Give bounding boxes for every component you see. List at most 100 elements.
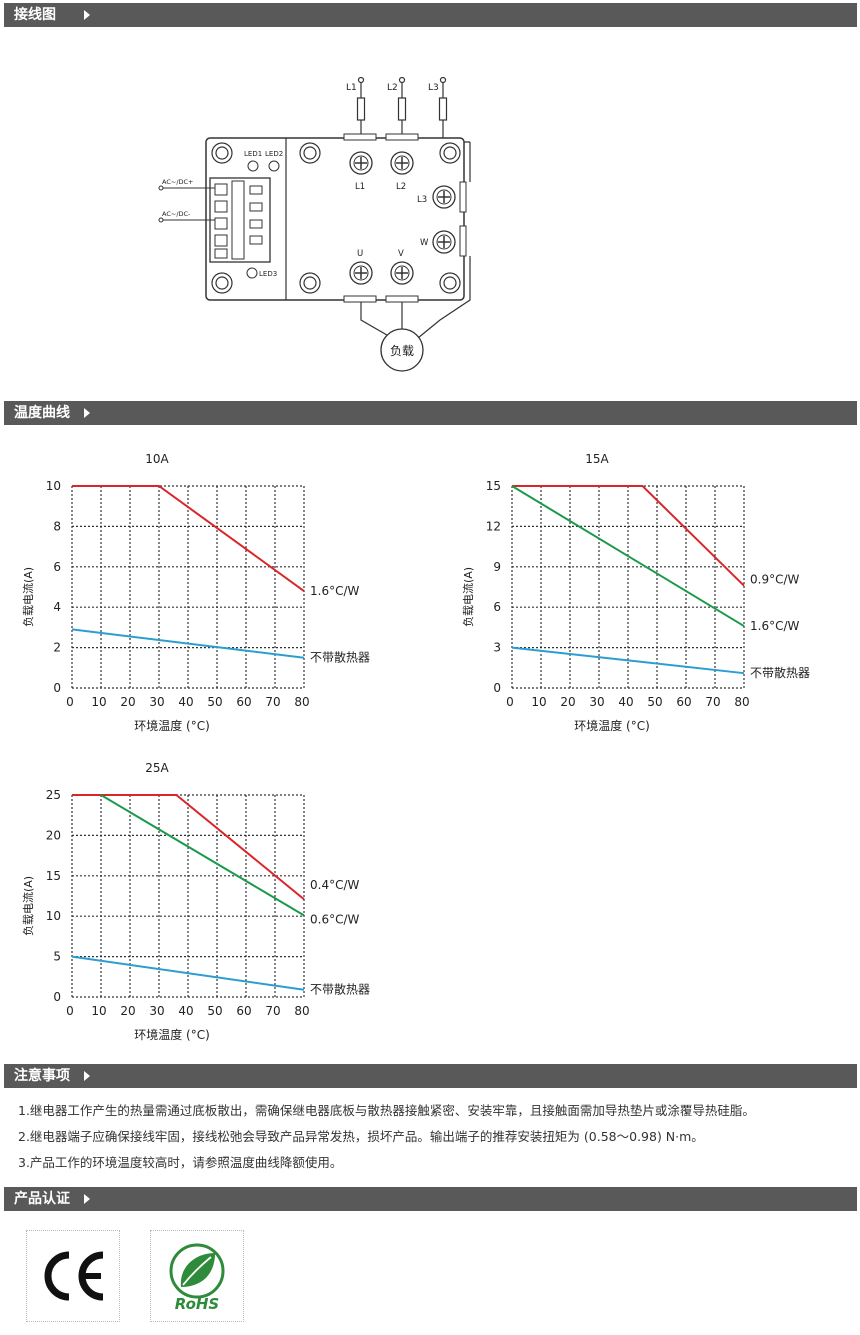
terminal-label-l3: L3 (417, 195, 427, 205)
input-label-l1: L1 (346, 83, 357, 93)
x-tick-label: 60 (236, 1004, 251, 1018)
y-tick-label: 0 (53, 990, 61, 1004)
x-tick-label: 10 (91, 695, 106, 709)
chevron-right-icon (84, 1071, 90, 1081)
x-tick-label: 70 (265, 1004, 280, 1018)
y-tick-label: 5 (53, 950, 61, 964)
ce-cert-badge (26, 1230, 120, 1322)
x-tick-label: 80 (734, 695, 749, 709)
fuse-icon (397, 97, 407, 121)
series-line (71, 955, 305, 991)
terminal-label-w: W (420, 238, 429, 248)
screw-terminal-icon (349, 151, 373, 175)
y-tick-label: 2 (53, 641, 61, 655)
x-axis-label: 环境温度 (°C) (574, 718, 650, 733)
x-tick-label: 60 (676, 695, 691, 709)
input-label-l3: L3 (428, 83, 439, 93)
section-header-certification: 产品认证 (4, 1187, 857, 1211)
screw-terminal-icon (349, 261, 373, 285)
section-header-wiring: 接线图 (4, 3, 857, 27)
rohs-cert-badge: RoHS (150, 1230, 244, 1322)
x-tick-label: 0 (506, 695, 514, 709)
x-tick-label: 70 (265, 695, 280, 709)
chart-title: 25A (145, 761, 169, 775)
y-tick-label: 15 (46, 869, 61, 883)
chart-title: 10A (145, 452, 169, 466)
terminal-label-u: U (357, 249, 363, 259)
y-tick-label: 9 (493, 560, 501, 574)
y-axis-label: 负载电流(A) (21, 567, 35, 627)
series-label: 1.6°C/W (750, 619, 800, 633)
y-tick-label: 25 (46, 788, 61, 802)
y-tick-label: 6 (493, 600, 501, 614)
x-tick-label: 80 (294, 1004, 309, 1018)
note-item: 1.继电器工作产生的热量需通过底板散出，需确保继电器底板与散热器接触紧密、安装牢… (18, 1103, 755, 1118)
x-tick-label: 50 (207, 1004, 222, 1018)
input-terminal-l3 (439, 76, 447, 84)
section-header-notes: 注意事项 (4, 1064, 857, 1088)
x-tick-label: 20 (120, 1004, 135, 1018)
y-tick-label: 8 (53, 519, 61, 533)
input-terminal-l2 (398, 76, 406, 84)
x-tick-label: 70 (705, 695, 720, 709)
ac-dc-minus-label: AC~/DC- (162, 210, 191, 218)
terminal-label-v: V (398, 249, 404, 259)
x-tick-label: 40 (178, 695, 193, 709)
input-label-l2: L2 (387, 83, 398, 93)
x-tick-label: 10 (91, 1004, 106, 1018)
wiring-diagram: L1 L2 L3 LED1 LED2 LED3 AC~/DC+ A (158, 76, 471, 372)
led1-label: LED1 (244, 150, 262, 158)
y-tick-label: 0 (53, 681, 61, 695)
x-tick-label: 30 (149, 695, 164, 709)
led2-label: LED2 (265, 150, 283, 158)
chevron-right-icon (84, 10, 90, 20)
x-tick-label: 0 (66, 695, 74, 709)
y-axis-label: 负载电流(A) (21, 876, 35, 936)
x-axis-label: 环境温度 (°C) (134, 718, 210, 733)
section-title: 产品认证 (14, 1191, 70, 1207)
x-tick-label: 0 (66, 1004, 74, 1018)
ac-dc-plus-label: AC~/DC+ (162, 178, 194, 186)
series-label: 0.6°C/W (310, 912, 360, 926)
x-axis-label: 环境温度 (°C) (134, 1027, 210, 1042)
section-title: 温度曲线 (14, 405, 70, 421)
chevron-right-icon (84, 408, 90, 418)
chevron-right-icon (84, 1194, 90, 1204)
terminal-label-l2: L2 (396, 182, 406, 192)
section-title: 接线图 (14, 7, 56, 23)
x-tick-label: 40 (178, 1004, 193, 1018)
note-item: 2.继电器端子应确保接线牢固，接线松弛会导致产品异常发热，损坏产品。输出端子的推… (18, 1129, 704, 1144)
x-tick-label: 50 (207, 695, 222, 709)
terminal-label-l1: L1 (355, 182, 365, 192)
led1-indicator (247, 160, 259, 172)
chart-15a: 0 10 20 30 40 50 60 70 80 0 3 6 9 12 15 15A 环境温度 (°C) 负载电… (461, 452, 810, 733)
series-label: 不带散热器 (310, 982, 370, 997)
fuse-icon (438, 97, 448, 121)
notes-list: 1.继电器工作产生的热量需通过底板散出，需确保继电器底板与散热器接触紧密、安装牢… (18, 1098, 755, 1176)
series-line (72, 485, 305, 592)
y-tick-label: 15 (486, 479, 501, 493)
rohs-leaf-icon: RoHS (169, 1243, 225, 1313)
chart-10a: 0 10 20 30 40 50 60 70 80 0 2 4 6 8 10 10A 环境温度 (°C) 负载电流… (21, 452, 370, 733)
x-tick-label: 60 (236, 695, 251, 709)
section-header-temperature: 温度曲线 (4, 401, 857, 425)
x-tick-label: 40 (618, 695, 633, 709)
fuse-icon (356, 97, 366, 121)
y-tick-label: 4 (53, 600, 61, 614)
screw-terminal-icon (390, 151, 414, 175)
y-tick-label: 12 (486, 519, 501, 533)
note-item: 3.产品工作的环境温度较高时，请参照温度曲线降额使用。 (18, 1155, 343, 1170)
chart-title: 15A (585, 452, 609, 466)
y-tick-label: 6 (53, 560, 61, 574)
series-line (71, 628, 305, 659)
y-tick-label: 0 (493, 681, 501, 695)
led2-indicator (268, 160, 280, 172)
chart-25a: 0 10 20 30 40 50 60 70 80 0 5 10 15 20 25 25A 环境温度 (°C) 负… (21, 761, 370, 1042)
series-line (511, 485, 745, 627)
x-tick-label: 20 (120, 695, 135, 709)
x-tick-label: 50 (647, 695, 662, 709)
x-tick-label: 20 (560, 695, 575, 709)
y-tick-label: 20 (46, 828, 61, 842)
x-tick-label: 30 (149, 1004, 164, 1018)
series-line (100, 794, 305, 917)
